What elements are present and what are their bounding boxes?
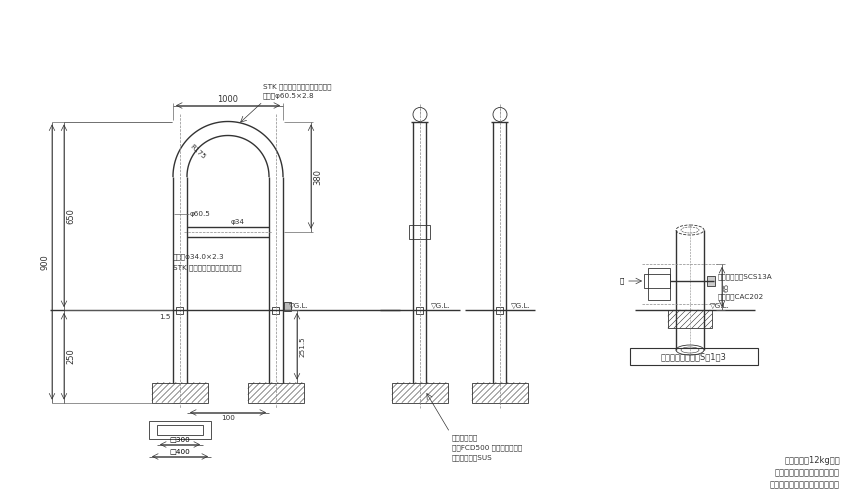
Text: 南京鍛部詳細図　S＝1：3: 南京鍛部詳細図 S＝1：3 <box>661 352 727 361</box>
Bar <box>497 306 503 313</box>
Bar <box>644 274 670 288</box>
Bar <box>284 302 291 311</box>
Bar <box>149 421 211 439</box>
Text: 蓋：FCD500 溶融亜邉めっき: 蓋：FCD500 溶融亜邉めっき <box>452 445 522 451</box>
Text: STK 溶融亜邉めっき＋烁付塩装: STK 溶融亜邉めっき＋烁付塩装 <box>263 83 331 90</box>
Text: ロックピン：SCS13A: ロックピン：SCS13A <box>718 273 773 280</box>
Text: 251.5: 251.5 <box>299 336 305 357</box>
Bar <box>707 276 715 286</box>
Bar <box>668 310 712 328</box>
Bar <box>417 306 424 313</box>
Text: 900: 900 <box>41 254 50 270</box>
Bar <box>472 382 528 402</box>
Bar <box>152 382 208 402</box>
Text: ご注文の際にご指示ください。: ご注文の際にご指示ください。 <box>770 480 840 489</box>
Bar <box>273 306 279 313</box>
Text: 横棘：φ34.0×2.3: 横棘：φ34.0×2.3 <box>173 254 225 261</box>
Bar <box>177 306 183 313</box>
Text: ▽G.L.: ▽G.L. <box>710 302 730 308</box>
Bar <box>157 425 203 435</box>
Text: 1.5: 1.5 <box>160 314 171 320</box>
Bar <box>648 268 670 300</box>
Text: 本体：φ60.5×2.8: 本体：φ60.5×2.8 <box>263 92 315 99</box>
Text: 支柱質量：12kg／本: 支柱質量：12kg／本 <box>784 456 840 465</box>
Text: ▽G.L.: ▽G.L. <box>289 302 309 308</box>
Text: φ60.5: φ60.5 <box>190 211 211 217</box>
Text: STK 溶融亜邉めっき＋烁付塨装: STK 溶融亜邉めっき＋烁付塨装 <box>173 265 241 271</box>
Bar <box>630 348 758 365</box>
Text: 南京鍛：CAC202: 南京鍛：CAC202 <box>718 293 764 300</box>
Text: □400: □400 <box>170 449 190 455</box>
Text: 650: 650 <box>66 208 75 224</box>
Text: 脱着用埋設管: 脱着用埋設管 <box>452 435 478 441</box>
Bar <box>248 382 304 402</box>
Bar <box>409 225 430 239</box>
Text: 本体色は、黄または白です。: 本体色は、黄または白です。 <box>775 468 840 477</box>
Bar <box>392 382 448 402</box>
Text: 250: 250 <box>66 349 75 364</box>
Text: 1000: 1000 <box>217 95 239 104</box>
Text: 埋設管本体：SUS: 埋設管本体：SUS <box>452 455 492 461</box>
Text: ▽G.L.: ▽G.L. <box>510 302 531 308</box>
Text: ▽G.L.: ▽G.L. <box>430 302 450 308</box>
Text: R175: R175 <box>188 143 207 160</box>
Text: □300: □300 <box>170 437 190 443</box>
Text: 380: 380 <box>313 169 322 185</box>
Text: φ34: φ34 <box>231 219 245 225</box>
Text: 65: 65 <box>724 282 730 292</box>
Text: 100: 100 <box>221 414 235 421</box>
Text: 蓋: 蓋 <box>620 278 624 284</box>
